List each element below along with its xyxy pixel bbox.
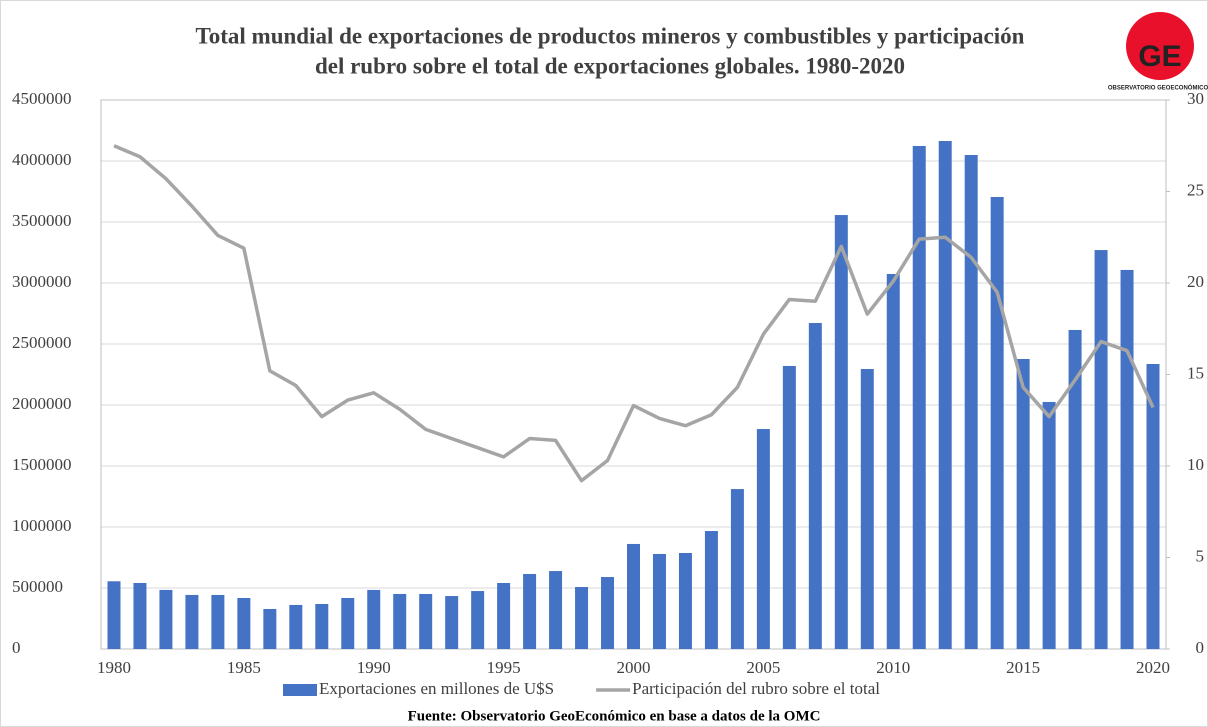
line: [113, 144, 1155, 483]
bar: [237, 598, 251, 649]
bar: [341, 598, 355, 649]
bar: [263, 608, 277, 649]
legend-label: Participación del rubro sobre el total: [632, 679, 880, 698]
y-tick-label: 3500000: [12, 211, 72, 230]
x-tick-label: 2000: [617, 658, 651, 677]
bar: [912, 145, 926, 649]
x-tick-label: 2010: [876, 658, 910, 677]
x-tick-label: 2015: [1006, 658, 1040, 677]
bar: [133, 582, 147, 649]
bar: [289, 604, 303, 649]
bar: [549, 571, 563, 649]
bar: [523, 573, 537, 649]
bar: [159, 589, 173, 649]
source: Fuente: Observatorio GeoEconómico en bas…: [408, 708, 821, 724]
bar: [1016, 359, 1030, 649]
bar: [782, 365, 796, 649]
y2-tick-label: 25: [1187, 180, 1204, 199]
y-tick-label: 1500000: [12, 455, 72, 474]
bar: [211, 594, 225, 649]
bar: [1120, 269, 1134, 649]
y2-tick-label: 10: [1187, 455, 1204, 474]
y-tick-label: 500000: [12, 577, 63, 596]
x-tick-label: 1995: [487, 658, 521, 677]
logo-circle: [1126, 12, 1194, 80]
y2-tick-label: 30: [1187, 89, 1204, 108]
bar: [964, 155, 978, 649]
bar: [652, 553, 666, 649]
y-tick-label: 4000000: [12, 150, 72, 169]
y-tick-label: 3000000: [12, 272, 72, 291]
bar: [107, 581, 121, 649]
bar: [990, 196, 1004, 650]
bar: [601, 577, 615, 649]
bar: [808, 323, 822, 649]
bar: [627, 543, 640, 649]
bar: [575, 587, 589, 649]
legend-label: Exportaciones en millones de U$S: [319, 679, 554, 698]
bar: [834, 215, 848, 649]
y2-tick-label: 15: [1187, 363, 1204, 382]
bar: [393, 593, 407, 649]
chart-title: Total mundial de exportaciones de produc…: [196, 23, 1025, 48]
y-tick-label: 0: [12, 638, 21, 657]
bar: [497, 582, 511, 649]
bar: [315, 603, 329, 649]
bar: [471, 591, 485, 649]
y-tick-label: 4500000: [12, 89, 72, 108]
bar: [1068, 329, 1082, 649]
x-tick-label: 2005: [746, 658, 780, 677]
x-tick-label: 2020: [1136, 658, 1170, 677]
bar: [419, 593, 433, 649]
bar: [860, 369, 874, 649]
logo: GE OBSERVATORIO GEOECONÓMICO: [1108, 12, 1208, 92]
chart-title: del rubro sobre el total de exportacione…: [315, 53, 905, 78]
bar: [886, 273, 900, 649]
bar: [678, 552, 692, 649]
y-tick-label: 2000000: [12, 394, 72, 413]
y-tick-label: 2500000: [12, 333, 72, 352]
bar: [756, 429, 770, 649]
bar: [1146, 364, 1160, 649]
legend-swatch: [283, 684, 317, 696]
logo-text: GE: [1138, 40, 1181, 73]
y2-tick-label: 0: [1196, 638, 1205, 657]
bar: [1094, 250, 1108, 649]
bar: [730, 489, 744, 649]
y-tick-label: 1000000: [12, 516, 72, 535]
bar: [367, 589, 381, 649]
x-tick-label: 1980: [97, 658, 131, 677]
y2-tick-label: 5: [1196, 546, 1205, 565]
x-tick-label: 1985: [227, 658, 261, 677]
logo-subtitle: OBSERVATORIO GEOECONÓMICO: [1108, 84, 1208, 92]
bar: [445, 596, 459, 649]
bar: [185, 594, 199, 649]
x-tick-label: 1990: [357, 658, 391, 677]
bar: [1042, 401, 1056, 649]
bar: [938, 140, 952, 649]
bar: [704, 531, 718, 649]
y2-tick-label: 20: [1187, 272, 1204, 291]
